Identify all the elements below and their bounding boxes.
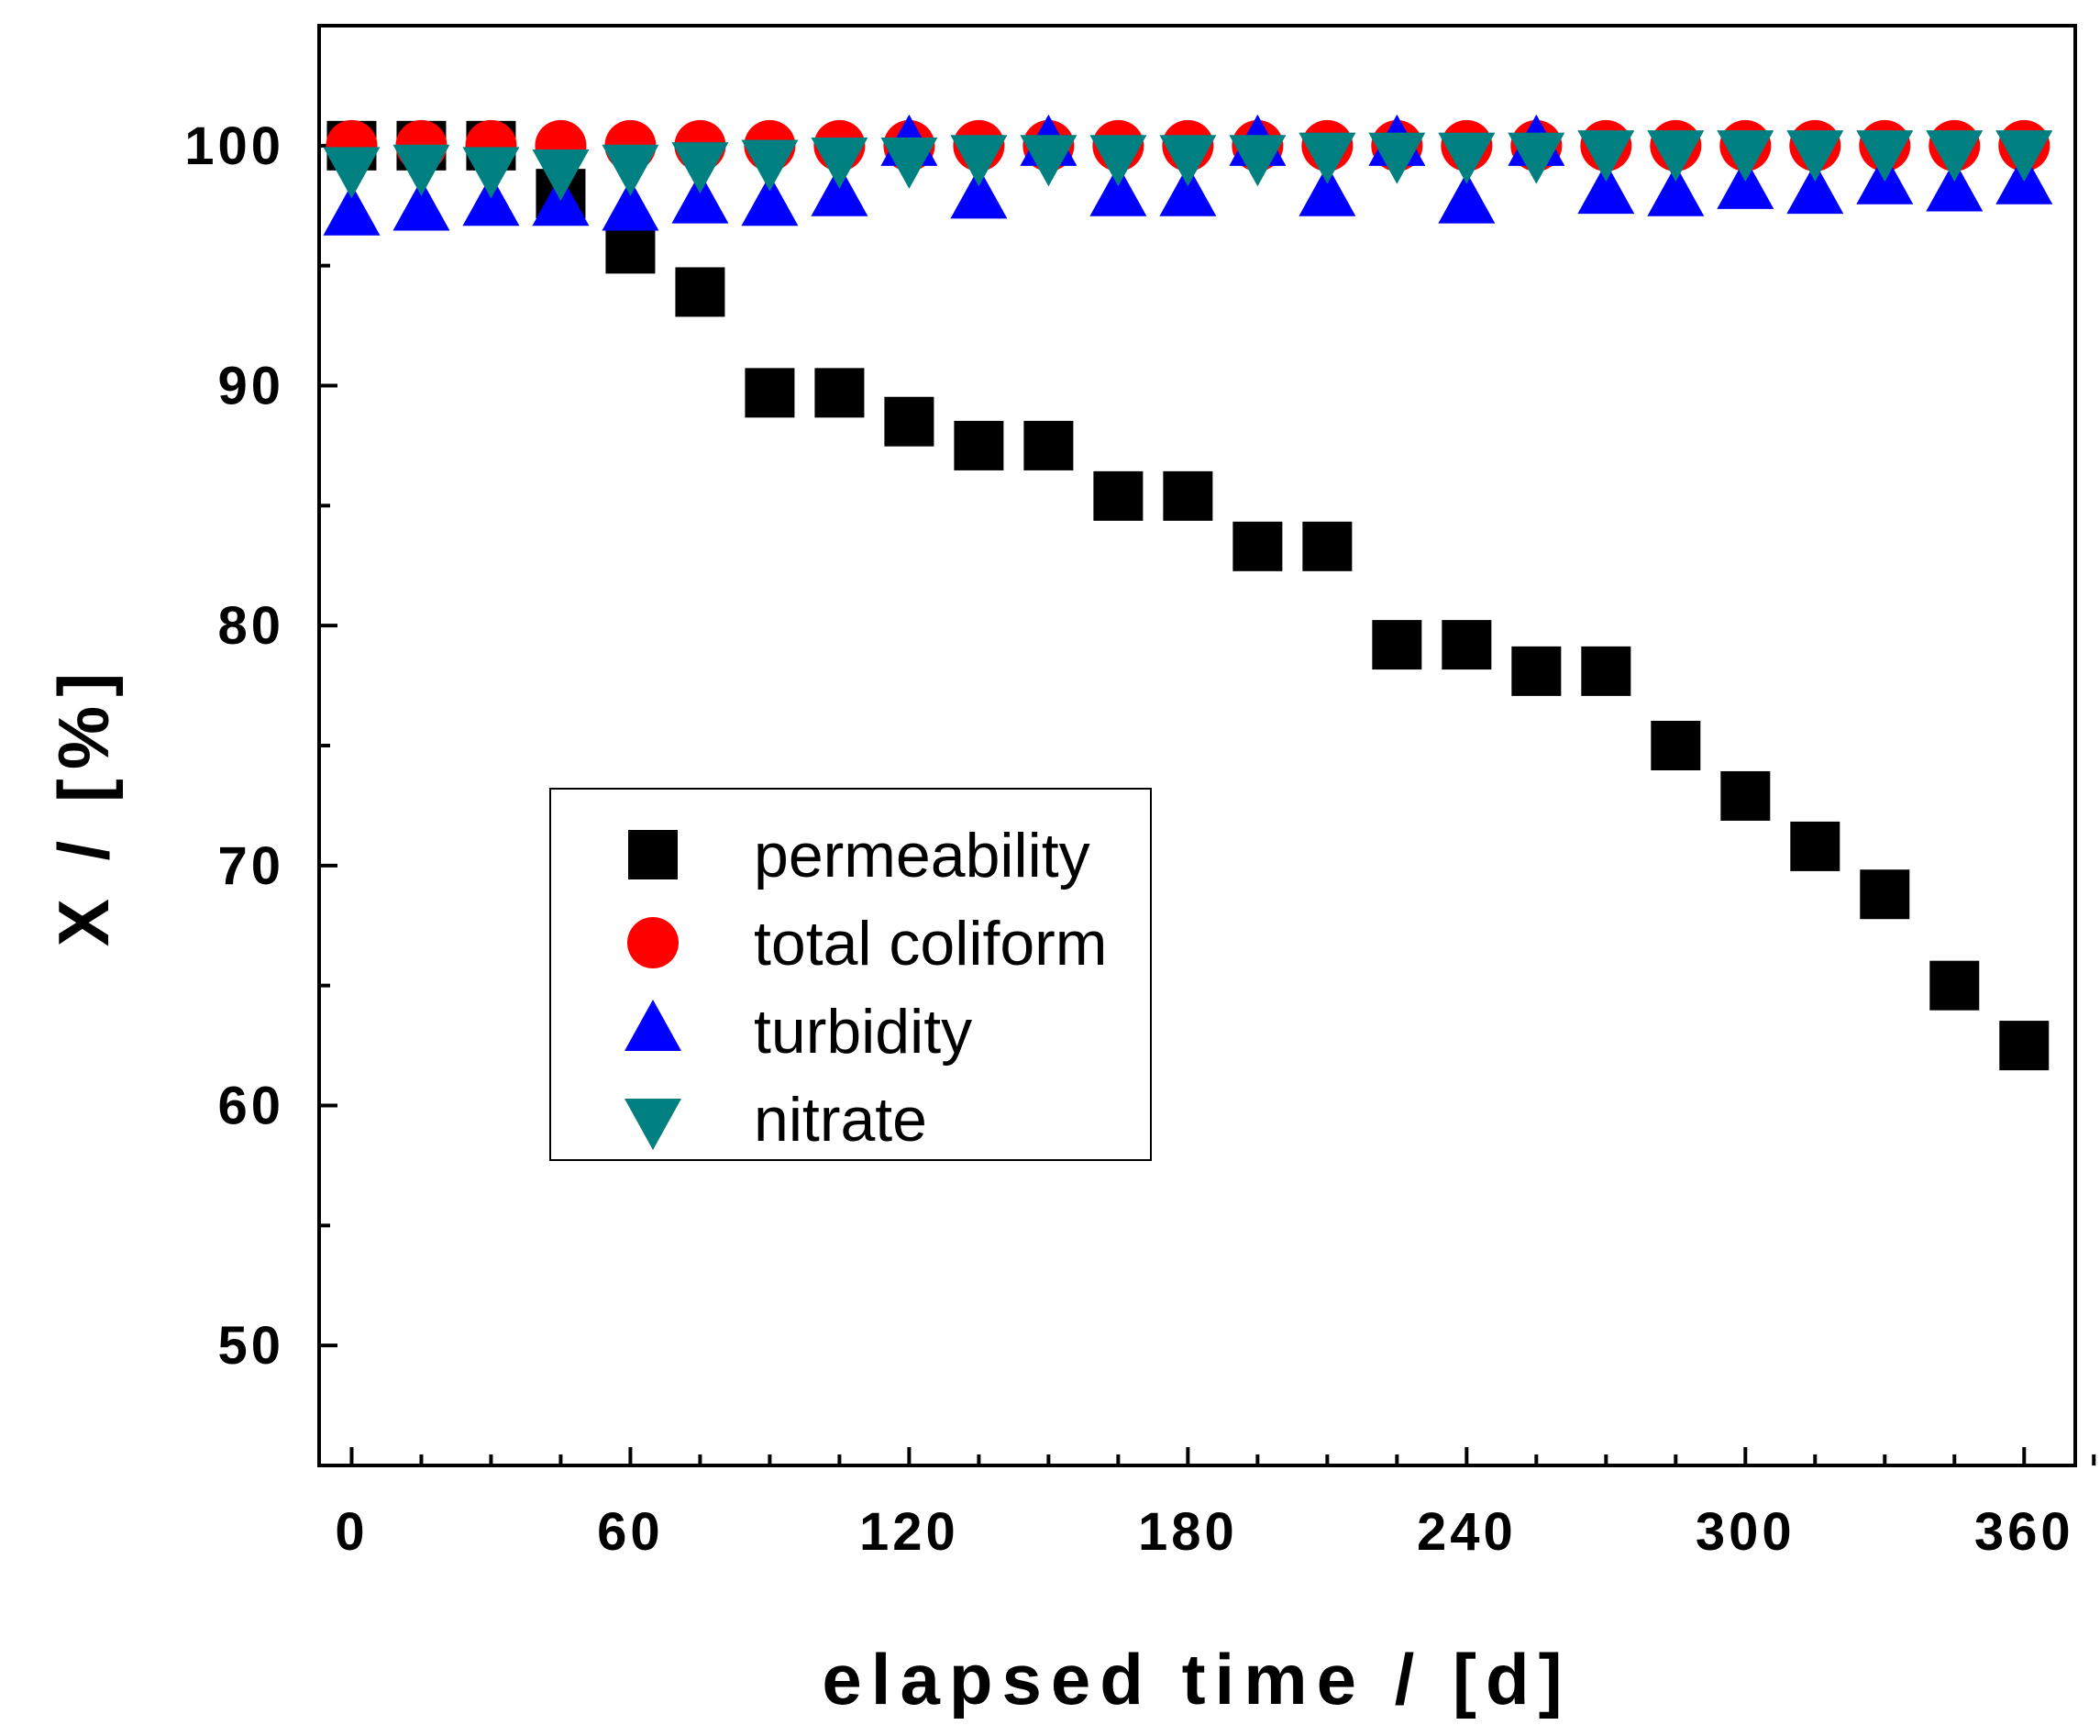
- permeability-point: [1929, 960, 1980, 1011]
- turbidity-point: [1577, 162, 1635, 215]
- permeability-point: [1860, 869, 1910, 920]
- legend-label: permeability: [754, 821, 1090, 890]
- x-tick-label: 360: [1974, 1502, 2074, 1562]
- permeability-point: [1302, 521, 1353, 571]
- turbidity-point: [950, 167, 1008, 219]
- permeability-point: [1163, 470, 1213, 521]
- plot-frame: [317, 24, 2077, 1467]
- permeability-point: [1999, 1021, 2050, 1071]
- y-axis-title: X / [%]: [43, 664, 124, 946]
- y-tick-label: 60: [217, 1077, 284, 1136]
- turbidity-point: [1786, 162, 1844, 215]
- x-tick-label: 300: [1696, 1502, 1796, 1562]
- turbidity-point: [811, 164, 868, 216]
- x-axis-ticks: 0 60 120 180 240 300 360: [335, 1447, 2096, 1562]
- x-tick-label: 120: [859, 1502, 959, 1562]
- permeability-point: [954, 420, 1004, 470]
- permeability-point: [1372, 620, 1422, 670]
- permeability-point: [1093, 470, 1144, 521]
- turbidity-point: [462, 174, 520, 227]
- nitrate-point: [1508, 132, 1565, 184]
- turbidity-point: [671, 171, 729, 224]
- legend: permeability total coliform turbidity nitra…: [549, 788, 1152, 1161]
- nitrate-point: [880, 137, 938, 189]
- x-tick-label: 240: [1417, 1502, 1517, 1562]
- nitrate-point: [602, 144, 659, 196]
- x-tick-label: 0: [335, 1502, 368, 1562]
- permeability-point: [675, 267, 725, 317]
- nitrate-point: [1856, 130, 1914, 182]
- legend-marker: [624, 1000, 681, 1051]
- turbidity-point: [1647, 164, 1705, 216]
- turbidity-point: [1089, 164, 1147, 216]
- permeability-point: [1232, 521, 1283, 571]
- nitrate-point: [950, 135, 1008, 187]
- turbidity-point: [392, 179, 450, 231]
- nitrate-point: [1299, 132, 1356, 184]
- nitrate-point: [741, 139, 799, 192]
- legend-marker: [628, 830, 678, 879]
- nitrate-point: [1159, 135, 1217, 187]
- nitrate-point: [1020, 135, 1078, 187]
- nitrate-point: [1089, 135, 1147, 187]
- turbidity-point: [1926, 160, 1984, 212]
- nitrate-point: [811, 137, 868, 189]
- nitrate-point: [323, 147, 381, 199]
- legend-label: nitrate: [754, 1085, 927, 1155]
- permeability-point: [1442, 620, 1492, 670]
- nitrate-point: [1786, 130, 1844, 182]
- legend-label: total coliform: [754, 909, 1107, 979]
- nitrate-point: [1717, 130, 1774, 182]
- permeability-point: [745, 368, 795, 418]
- x-tick-label: 60: [597, 1502, 664, 1562]
- permeability-point: [1023, 420, 1074, 470]
- permeability-point: [1581, 646, 1631, 696]
- nitrate-point: [1438, 132, 1496, 184]
- nitrate-point: [1647, 130, 1705, 182]
- permeability-point: [884, 396, 934, 447]
- permeability-point: [1651, 721, 1701, 770]
- permeability-point: [1790, 821, 1840, 871]
- turbidity-point: [1717, 157, 1774, 209]
- turbidity-point: [323, 183, 381, 236]
- nitrate-point: [671, 142, 729, 194]
- permeability-point: [1511, 646, 1562, 696]
- x-axis-title: elapsed time / [d]: [822, 1639, 1571, 1719]
- nitrate-point: [462, 147, 520, 199]
- y-tick-label: 100: [184, 116, 284, 176]
- nitrate-point: [1229, 135, 1287, 187]
- turbidity-point: [1299, 164, 1356, 216]
- permeability-point: [1720, 770, 1771, 821]
- nitrate-point: [1995, 130, 2053, 182]
- permeability-point: [605, 224, 656, 274]
- legend-label: turbidity: [754, 997, 972, 1067]
- y-tick-label: 70: [217, 836, 284, 896]
- turbidity-point: [1438, 171, 1496, 224]
- nitrate-point: [1577, 130, 1635, 182]
- turbidity-point: [741, 174, 799, 227]
- turbidity-point: [602, 179, 659, 231]
- turbidity-point: [1159, 164, 1217, 216]
- nitrate-point: [1926, 130, 1984, 182]
- y-tick-label: 50: [217, 1316, 284, 1376]
- nitrate-point: [392, 144, 450, 196]
- legend-marker: [627, 917, 679, 968]
- y-axis-ticks: 50 60 70 80 90 100: [184, 116, 337, 1467]
- y-tick-label: 80: [217, 596, 284, 656]
- y-tick-label: 90: [217, 357, 284, 416]
- series-nitrate: [323, 130, 2053, 201]
- nitrate-point: [1368, 132, 1426, 184]
- legend-marker: [624, 1099, 681, 1150]
- x-tick-label: 180: [1138, 1502, 1238, 1562]
- permeability-point: [814, 368, 865, 418]
- nitrate-point: [532, 149, 590, 201]
- data-markers: [323, 114, 2053, 1071]
